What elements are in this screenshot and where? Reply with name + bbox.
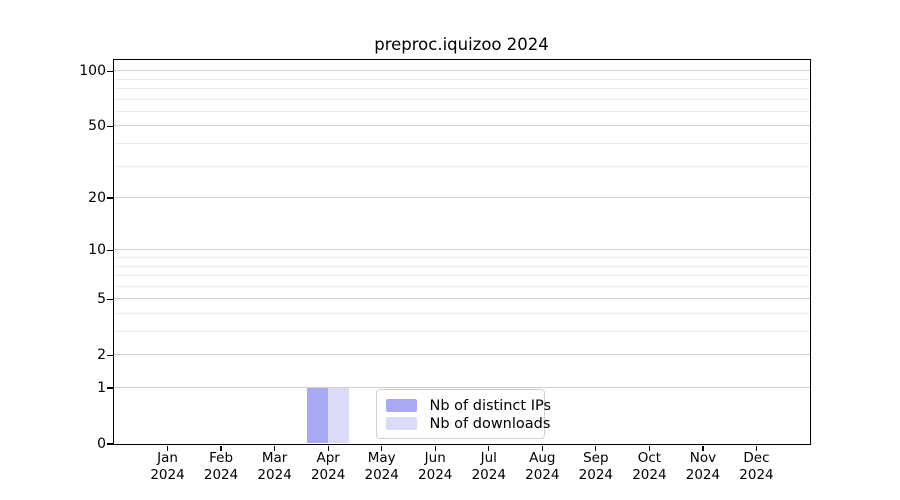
legend-label-downloads: Nb of downloads <box>429 415 551 432</box>
x-tick-label-may: May 2024 <box>347 450 417 483</box>
legend-swatch-distinct-ips <box>385 399 417 412</box>
gridline-minor <box>113 265 810 267</box>
gridline-major <box>113 354 810 356</box>
y-tick-mark <box>106 354 113 356</box>
y-tick-mark <box>106 70 113 72</box>
y-tick-mark <box>106 298 113 300</box>
x-tick-year: 2024 <box>150 466 185 483</box>
x-tick-mark <box>595 445 597 451</box>
y-tick-label-0: 0 <box>97 436 106 452</box>
x-tick-mark <box>488 445 490 451</box>
gridline-minor <box>113 143 810 144</box>
x-tick-month: Jul <box>480 450 497 466</box>
gridline-major <box>113 387 810 388</box>
x-tick-month: Oct <box>637 450 662 466</box>
x-tick-mark <box>648 445 651 451</box>
x-tick-label-dec: Dec 2024 <box>721 450 791 483</box>
legend-item-distinct-ips: Nb of distinct IPs <box>385 397 551 415</box>
x-tick-label-oct: Oct 2024 <box>614 450 684 483</box>
legend-label-distinct-ips: Nb of distinct IPs <box>429 397 552 414</box>
y-tick-mark <box>106 443 113 445</box>
x-tick-label-mar: Mar 2024 <box>240 450 310 483</box>
x-tick-month: Dec <box>743 450 770 466</box>
x-tick-year: 2024 <box>364 466 399 483</box>
x-tick-year: 2024 <box>739 466 774 483</box>
x-tick-label-aug: Aug 2024 <box>507 450 577 483</box>
x-tick-label-apr: Apr 2024 <box>293 450 363 483</box>
x-tick-year: 2024 <box>418 466 453 483</box>
gridline-minor <box>113 88 810 89</box>
x-tick-month: Jan <box>157 450 178 466</box>
x-tick-mark <box>702 445 704 451</box>
x-tick-year: 2024 <box>471 466 506 483</box>
x-tick-year: 2024 <box>632 466 667 483</box>
y-tick-mark <box>106 125 113 128</box>
gridline-minor <box>113 285 810 287</box>
x-tick-month: May <box>367 450 396 466</box>
y-tick-mark <box>106 387 113 389</box>
chart-title: preproc.iquizoo 2024 <box>374 35 549 54</box>
legend: Nb of distinct IPs Nb of downloads <box>375 388 551 439</box>
x-tick-month: Jun <box>424 450 446 466</box>
x-tick-month: Mar <box>261 450 288 466</box>
bar-nb-of-distinct-ips-apr <box>306 387 328 444</box>
bar-nb-of-downloads-apr <box>327 387 349 444</box>
y-tick-label-2: 2 <box>97 347 106 364</box>
x-tick-mark <box>273 445 276 451</box>
x-tick-month: Aug <box>529 450 556 466</box>
plot-area: Nb of distinct IPs Nb of downloads <box>112 58 811 445</box>
gridline-major <box>113 197 810 199</box>
gridline-minor <box>113 312 810 314</box>
gridline-minor <box>113 165 810 167</box>
x-tick-label-sep: Sep 2024 <box>561 450 631 483</box>
x-tick-label-jan: Jan 2024 <box>133 450 203 483</box>
gridline-minor <box>113 256 810 258</box>
x-tick-label-nov: Nov 2024 <box>668 450 738 483</box>
x-tick-year: 2024 <box>310 466 346 483</box>
x-tick-mark <box>755 445 758 451</box>
x-tick-month: Nov <box>689 450 717 466</box>
x-tick-mark <box>220 445 222 451</box>
x-tick-year: 2024 <box>525 466 560 483</box>
y-tick-mark <box>106 197 113 199</box>
legend-swatch-downloads <box>385 417 417 430</box>
x-tick-year: 2024 <box>578 466 614 483</box>
y-tick-label-50: 50 <box>88 118 106 135</box>
gridline-major <box>113 70 810 72</box>
x-tick-month: Feb <box>209 450 234 466</box>
x-tick-label-jun: Jun 2024 <box>400 450 470 483</box>
x-tick-mark <box>327 445 329 451</box>
gridline-minor <box>113 331 810 332</box>
x-tick-month: Apr <box>316 450 340 466</box>
y-tick-label-20: 20 <box>88 190 106 207</box>
y-tick-label-5: 5 <box>97 291 106 308</box>
x-tick-mark <box>166 445 169 451</box>
x-tick-month: Sep <box>583 450 609 466</box>
legend-item-downloads: Nb of downloads <box>385 415 550 433</box>
x-tick-mark <box>541 445 543 451</box>
x-tick-mark <box>381 445 383 451</box>
y-tick-mark <box>106 249 113 251</box>
y-tick-label-100: 100 <box>79 63 106 80</box>
y-tick-label-10: 10 <box>88 242 106 259</box>
y-tick-label-1: 1 <box>97 380 106 396</box>
x-tick-year: 2024 <box>257 466 292 483</box>
x-tick-year: 2024 <box>203 466 239 483</box>
x-tick-label-jul: Jul 2024 <box>454 450 524 483</box>
x-tick-label-feb: Feb 2024 <box>186 450 256 483</box>
gridline-major <box>113 249 810 251</box>
gridline-minor <box>113 78 810 80</box>
x-tick-year: 2024 <box>685 466 721 483</box>
gridline-minor <box>113 110 810 112</box>
gridline-major <box>113 125 810 127</box>
x-tick-mark <box>434 445 436 451</box>
gridline-minor <box>113 98 810 100</box>
gridline-major <box>113 298 810 300</box>
gridline-minor <box>113 275 810 277</box>
